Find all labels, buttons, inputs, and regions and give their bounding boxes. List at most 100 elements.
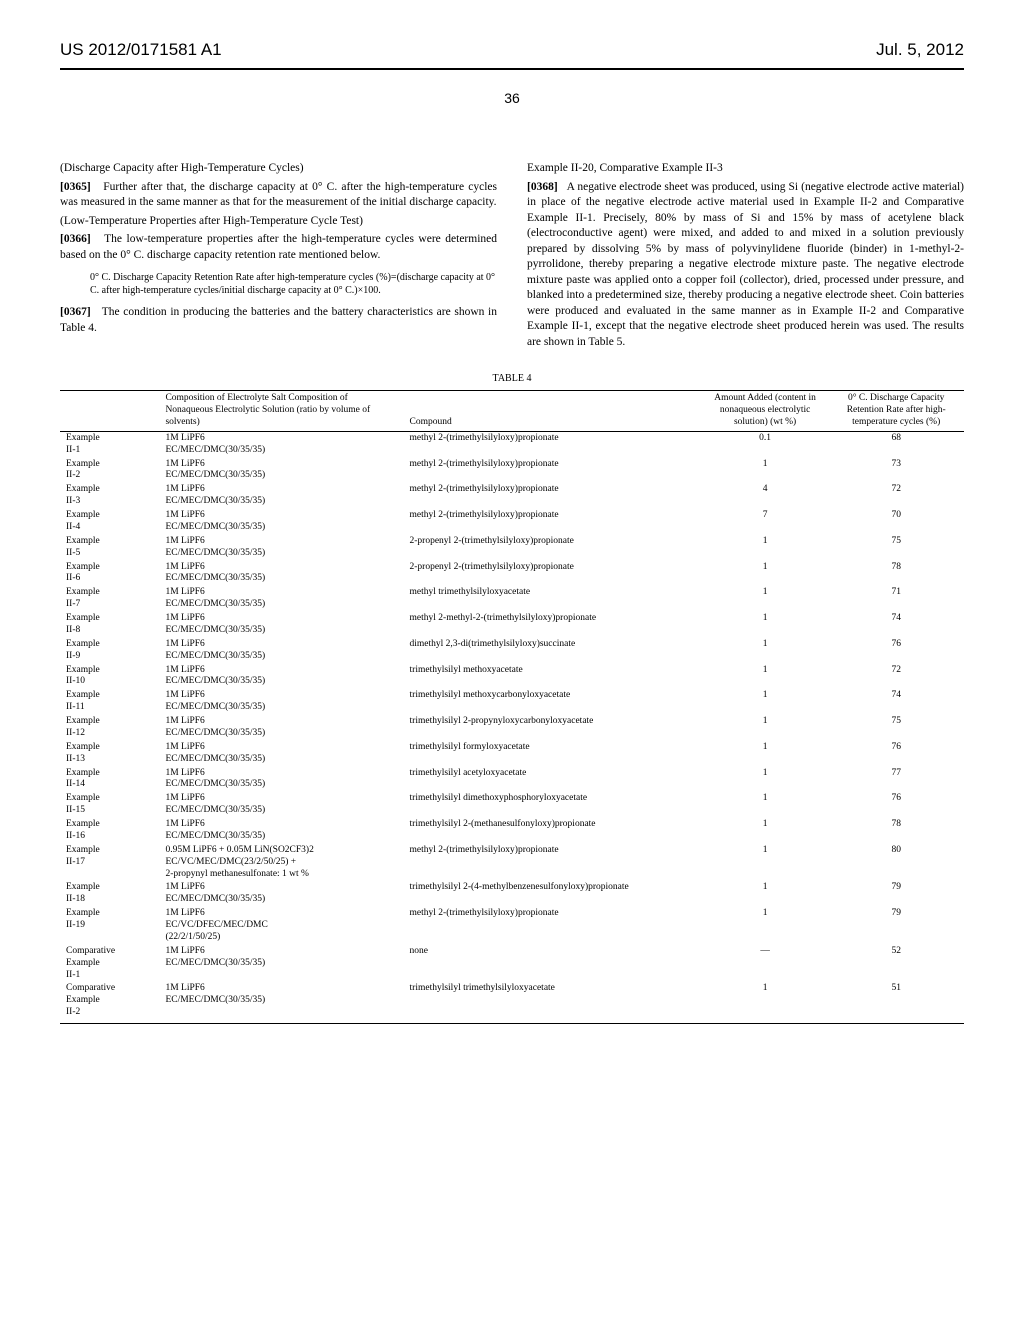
- cell-label: ComparativeExampleII-2: [60, 982, 159, 1023]
- cell-amount: 1: [702, 881, 829, 907]
- cell-amount: 1: [702, 458, 829, 484]
- para-num: [0368]: [527, 181, 558, 193]
- cell-composition: 1M LiPF6EC/MEC/DMC(30/35/35): [159, 586, 403, 612]
- table-row: ExampleII-11M LiPF6EC/MEC/DMC(30/35/35)m…: [60, 431, 964, 457]
- cell-label: ExampleII-9: [60, 638, 159, 664]
- cell-rate: 73: [828, 458, 964, 484]
- cell-rate: 75: [828, 715, 964, 741]
- cell-rate: 52: [828, 945, 964, 983]
- cell-label: ExampleII-5: [60, 535, 159, 561]
- publication-number: US 2012/0171581 A1: [60, 40, 222, 60]
- col-header-rate: 0° C. Discharge Capacity Retention Rate …: [828, 391, 964, 432]
- col-header-amount: Amount Added (content in nonaqueous elec…: [702, 391, 829, 432]
- cell-compound: methyl 2-methyl-2-(trimethylsilyloxy)pro…: [404, 612, 702, 638]
- cell-compound: methyl trimethylsilyloxyacetate: [404, 586, 702, 612]
- table-row: ExampleII-121M LiPF6EC/MEC/DMC(30/35/35)…: [60, 715, 964, 741]
- cell-compound: trimethylsilyl 2-propynyloxycarbonyloxya…: [404, 715, 702, 741]
- paragraph-0368: [0368] A negative electrode sheet was pr…: [527, 180, 964, 351]
- cell-composition: 1M LiPF6EC/VC/DFEC/MEC/DMC(22/2/1/50/25): [159, 907, 403, 945]
- table-4-grid: Composition of Electrolyte Salt Composit…: [60, 390, 964, 1024]
- table-row: ExampleII-191M LiPF6EC/VC/DFEC/MEC/DMC(2…: [60, 907, 964, 945]
- cell-rate: 71: [828, 586, 964, 612]
- cell-amount: 0.1: [702, 431, 829, 457]
- table-row: ExampleII-71M LiPF6EC/MEC/DMC(30/35/35)m…: [60, 586, 964, 612]
- table-row: ExampleII-161M LiPF6EC/MEC/DMC(30/35/35)…: [60, 818, 964, 844]
- cell-amount: 1: [702, 561, 829, 587]
- body-columns: (Discharge Capacity after High-Temperatu…: [60, 161, 964, 353]
- cell-rate: 51: [828, 982, 964, 1023]
- table-title: TABLE 4: [60, 373, 964, 384]
- cell-composition: 1M LiPF6EC/MEC/DMC(30/35/35): [159, 792, 403, 818]
- cell-rate: 72: [828, 664, 964, 690]
- paragraph-0366: [0366] The low-temperature properties af…: [60, 232, 497, 263]
- cell-label: ExampleII-6: [60, 561, 159, 587]
- cell-composition: 1M LiPF6EC/MEC/DMC(30/35/35): [159, 612, 403, 638]
- cell-amount: 1: [702, 715, 829, 741]
- publication-date: Jul. 5, 2012: [876, 40, 964, 60]
- section-heading-2: (Low-Temperature Properties after High-T…: [60, 214, 497, 230]
- cell-rate: 72: [828, 483, 964, 509]
- cell-amount: 1: [702, 535, 829, 561]
- section-heading-1: (Discharge Capacity after High-Temperatu…: [60, 161, 497, 177]
- cell-rate: 80: [828, 844, 964, 882]
- cell-composition: 1M LiPF6EC/MEC/DMC(30/35/35): [159, 535, 403, 561]
- table-4: TABLE 4 Composition of Electrolyte Salt …: [60, 373, 964, 1024]
- table-row: ExampleII-151M LiPF6EC/MEC/DMC(30/35/35)…: [60, 792, 964, 818]
- cell-compound: methyl 2-(trimethylsilyloxy)propionate: [404, 509, 702, 535]
- cell-rate: 77: [828, 767, 964, 793]
- cell-amount: 1: [702, 689, 829, 715]
- cell-composition: 1M LiPF6EC/MEC/DMC(30/35/35): [159, 638, 403, 664]
- cell-compound: dimethyl 2,3-di(trimethylsilyloxy)succin…: [404, 638, 702, 664]
- cell-label: ExampleII-2: [60, 458, 159, 484]
- cell-composition: 1M LiPF6EC/MEC/DMC(30/35/35): [159, 561, 403, 587]
- table-row: ExampleII-91M LiPF6EC/MEC/DMC(30/35/35)d…: [60, 638, 964, 664]
- cell-label: ComparativeExampleII-1: [60, 945, 159, 983]
- cell-label: ExampleII-4: [60, 509, 159, 535]
- cell-rate: 68: [828, 431, 964, 457]
- cell-amount: 1: [702, 792, 829, 818]
- cell-compound: methyl 2-(trimethylsilyloxy)propionate: [404, 907, 702, 945]
- cell-label: ExampleII-19: [60, 907, 159, 945]
- paragraph-0365: [0365] Further after that, the discharge…: [60, 180, 497, 211]
- table-row: ExampleII-61M LiPF6EC/MEC/DMC(30/35/35)2…: [60, 561, 964, 587]
- para-text: The condition in producing the batteries…: [60, 306, 497, 334]
- cell-compound: 2-propenyl 2-(trimethylsilyloxy)propiona…: [404, 561, 702, 587]
- table-row: ExampleII-181M LiPF6EC/MEC/DMC(30/35/35)…: [60, 881, 964, 907]
- cell-compound: none: [404, 945, 702, 983]
- cell-amount: 1: [702, 586, 829, 612]
- table-row: ComparativeExampleII-21M LiPF6EC/MEC/DMC…: [60, 982, 964, 1023]
- cell-composition: 1M LiPF6EC/MEC/DMC(30/35/35): [159, 483, 403, 509]
- cell-compound: trimethylsilyl acetyloxyacetate: [404, 767, 702, 793]
- table-row: ExampleII-81M LiPF6EC/MEC/DMC(30/35/35)m…: [60, 612, 964, 638]
- table-row: ExampleII-51M LiPF6EC/MEC/DMC(30/35/35)2…: [60, 535, 964, 561]
- header-rule: [60, 68, 964, 70]
- cell-rate: 76: [828, 792, 964, 818]
- cell-compound: trimethylsilyl formyloxyacetate: [404, 741, 702, 767]
- table-row: ExampleII-170.95M LiPF6 + 0.05M LiN(SO2C…: [60, 844, 964, 882]
- formula-block: 0° C. Discharge Capacity Retention Rate …: [90, 271, 497, 297]
- cell-rate: 76: [828, 741, 964, 767]
- cell-composition: 1M LiPF6EC/MEC/DMC(30/35/35): [159, 881, 403, 907]
- cell-composition: 1M LiPF6EC/MEC/DMC(30/35/35): [159, 664, 403, 690]
- paragraph-0367: [0367] The condition in producing the ba…: [60, 305, 497, 336]
- cell-amount: 1: [702, 982, 829, 1023]
- cell-composition: 1M LiPF6EC/MEC/DMC(30/35/35): [159, 458, 403, 484]
- para-num: [0366]: [60, 233, 91, 245]
- table-row: ExampleII-41M LiPF6EC/MEC/DMC(30/35/35)m…: [60, 509, 964, 535]
- cell-composition: 1M LiPF6EC/MEC/DMC(30/35/35): [159, 945, 403, 983]
- cell-amount: 1: [702, 818, 829, 844]
- para-num: [0365]: [60, 181, 91, 193]
- cell-amount: 1: [702, 844, 829, 882]
- cell-rate: 75: [828, 535, 964, 561]
- cell-rate: 70: [828, 509, 964, 535]
- cell-composition: 1M LiPF6EC/MEC/DMC(30/35/35): [159, 715, 403, 741]
- cell-amount: 7: [702, 509, 829, 535]
- cell-amount: 1: [702, 664, 829, 690]
- para-text: A negative electrode sheet was produced,…: [527, 181, 964, 348]
- cell-compound: methyl 2-(trimethylsilyloxy)propionate: [404, 431, 702, 457]
- cell-amount: 1: [702, 638, 829, 664]
- cell-label: ExampleII-15: [60, 792, 159, 818]
- cell-compound: trimethylsilyl methoxycarbonyloxyacetate: [404, 689, 702, 715]
- cell-label: ExampleII-3: [60, 483, 159, 509]
- cell-composition: 1M LiPF6EC/MEC/DMC(30/35/35): [159, 741, 403, 767]
